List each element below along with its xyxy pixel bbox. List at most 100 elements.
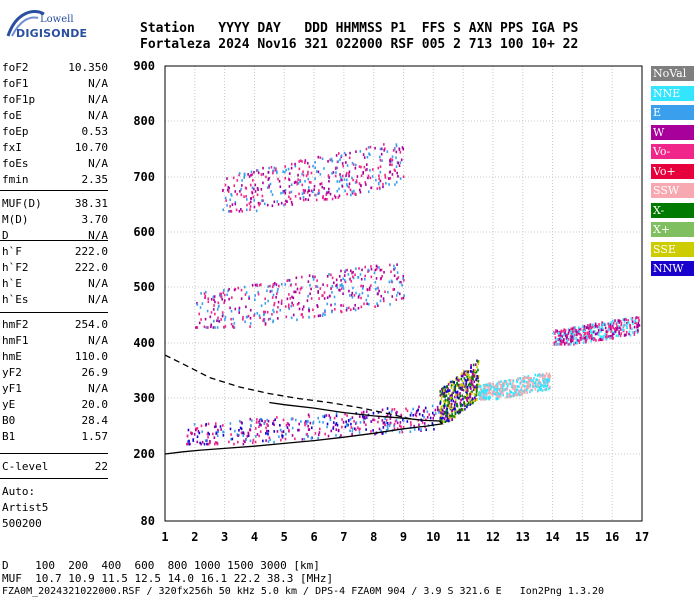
echo-point: [297, 428, 299, 432]
echo-point: [262, 439, 264, 443]
echo-point: [536, 378, 539, 382]
echo-point: [328, 179, 330, 183]
echo-point: [443, 406, 445, 410]
echo-point: [502, 392, 504, 395]
echo-point: [602, 328, 604, 332]
echo-point: [214, 300, 216, 304]
echo-point: [290, 162, 293, 166]
echo-point: [628, 332, 630, 336]
echo-point: [534, 382, 537, 385]
echo-point: [402, 147, 405, 151]
echo-point: [425, 418, 427, 422]
echo-point: [288, 178, 291, 182]
echo-point: [580, 336, 583, 340]
echo-point: [620, 328, 622, 331]
echo-point: [316, 305, 319, 309]
echo-point: [577, 331, 580, 335]
echo-point: [508, 389, 511, 393]
echo-point: [537, 382, 539, 386]
echo-point: [459, 408, 461, 412]
echo-point: [228, 440, 230, 444]
echo-point: [322, 415, 324, 418]
echo-point: [609, 336, 611, 340]
echo-point: [301, 313, 303, 316]
echo-point: [567, 328, 570, 331]
echo-point: [567, 343, 570, 346]
echo-point: [315, 193, 317, 197]
legend-item: NNE: [651, 85, 694, 101]
legend-item: E: [651, 105, 694, 120]
echo-point: [333, 295, 336, 299]
echo-point: [234, 202, 237, 206]
echo-point: [219, 292, 222, 296]
echo-point: [596, 325, 599, 329]
echo-point: [330, 310, 333, 314]
echo-point: [381, 432, 384, 435]
echo-point: [473, 399, 476, 402]
echo-point: [242, 317, 244, 321]
echo-point: [418, 412, 421, 416]
echo-point: [284, 202, 287, 206]
echo-point: [388, 280, 391, 284]
echo-point: [523, 391, 526, 394]
echo-point: [324, 432, 326, 436]
echo-point: [255, 421, 258, 424]
echo-point: [423, 422, 426, 425]
echo-point: [302, 195, 305, 199]
echo-point: [228, 297, 230, 301]
echo-point: [564, 334, 567, 337]
echo-point: [406, 420, 409, 423]
echo-point: [304, 161, 306, 164]
param-row: h`F 222.0: [2, 245, 108, 259]
param-value: N/A: [88, 77, 108, 90]
echo-point: [512, 392, 515, 395]
echo-point: [374, 432, 376, 436]
echo-point: [260, 418, 263, 421]
echo-point: [629, 333, 632, 337]
echo-point: [379, 165, 382, 168]
echo-point: [420, 428, 422, 431]
echo-point: [559, 334, 562, 337]
echo-point: [566, 334, 569, 337]
echo-point: [200, 442, 202, 446]
echo-point: [450, 414, 452, 418]
echo-point: [273, 301, 276, 305]
echo-point: [368, 152, 370, 156]
echo-point: [456, 378, 458, 381]
echo-point: [290, 166, 293, 170]
echo-point: [540, 383, 542, 386]
echo-point: [512, 379, 515, 383]
echo-point: [590, 339, 592, 343]
echo-point: [606, 335, 608, 339]
echo-point: [247, 314, 250, 318]
echo-point: [622, 329, 625, 333]
echo-point: [555, 329, 557, 332]
echo-point: [291, 417, 293, 420]
echo-point: [506, 387, 509, 391]
echo-point: [467, 373, 470, 377]
echo-point: [516, 380, 518, 384]
echo-point: [522, 380, 525, 383]
echo-point: [335, 284, 337, 288]
echo-point: [273, 423, 275, 427]
echo-point: [449, 404, 452, 407]
echo-point: [495, 385, 498, 389]
echo-point: [350, 293, 353, 297]
echo-point: [448, 413, 450, 416]
echo-point: [313, 184, 316, 188]
echo-point: [284, 189, 287, 192]
plot-frame: [164, 65, 643, 522]
echo-point: [524, 388, 526, 392]
echo-point: [633, 331, 636, 334]
echo-point: [511, 385, 513, 389]
echo-point: [370, 420, 373, 423]
echo-point: [278, 179, 281, 183]
param-name: yF1: [2, 382, 22, 395]
echo-point: [480, 392, 482, 395]
echo-point: [302, 170, 304, 174]
echo-point: [246, 315, 249, 319]
echo-point: [472, 385, 474, 389]
echo-point: [611, 330, 614, 334]
echo-point: [501, 389, 504, 393]
echo-point: [200, 292, 202, 295]
